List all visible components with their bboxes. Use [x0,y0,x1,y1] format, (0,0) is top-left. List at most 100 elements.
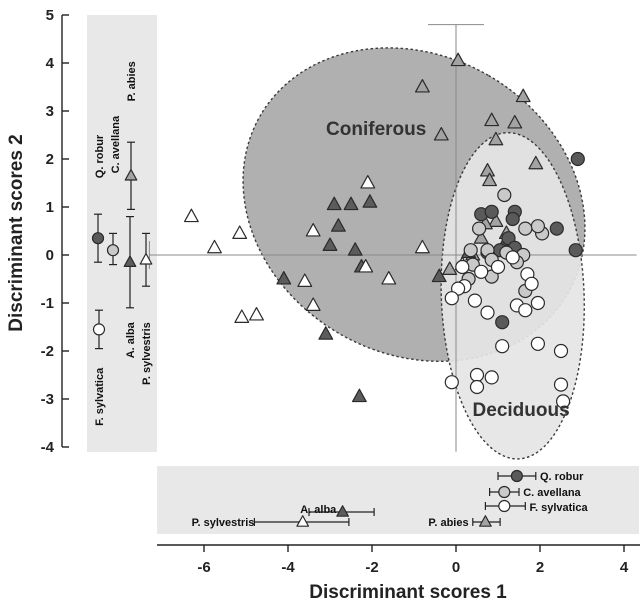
f-sylvatica-x-mean [498,499,511,513]
a-alba-x-mean [336,505,349,517]
q-robur-point [549,221,564,236]
a-alba-point [362,194,378,208]
f-sylvatica-point [480,305,495,320]
p-abies-point [488,131,504,146]
p-abies-x-mean [479,515,492,527]
f-sylvatica-point [484,370,499,385]
f-sylvatica-point [444,291,459,306]
c-avellana-point [463,243,478,258]
x-axis: -6 -4 -2 0 2 4 [157,544,640,576]
p-abies-point [433,126,449,141]
a-alba-point [351,388,367,403]
coniferous-label: Coniferous [326,119,426,140]
y-tick-label: -2 [41,343,54,360]
x-tick-label: -2 [365,559,378,576]
a-alba-y-label: A. alba [125,321,137,358]
p-sylvestris-x-mean [296,515,310,527]
p-abies-point [482,172,498,187]
p-abies-point [442,261,458,275]
a-alba-point [343,196,359,211]
x-side-panel-background [157,466,639,534]
group-labels: Coniferous Deciduous [326,119,570,421]
p-sylvestris-x-label: P. sylvestris [192,517,255,529]
a-alba-point [318,326,334,340]
y-tick-label: 2 [46,151,54,168]
f-sylvatica-point [505,250,520,265]
p-abies-y-label: P. abies [126,61,138,101]
y-tick-label: -3 [41,391,54,408]
f-sylvatica-point [467,293,482,308]
p-sylvestris-point [381,270,397,285]
f-sylvatica-point [530,295,546,311]
f-sylvatica-y-label: F. sylvatica [94,367,106,426]
p-sylvestris-point [358,258,374,273]
y-tick-label: 0 [46,247,54,264]
c-avellana-x-label: C. avellana [523,487,581,499]
p-abies-point [484,112,500,127]
q-robur-point [570,151,585,167]
c-avellana-x-mean [498,485,511,499]
p-sylvestris-point [234,309,250,323]
p-abies-point [488,213,504,227]
x-tick-label: 4 [620,559,629,576]
y-axis: -4 -3 -2 -1 0 1 2 3 4 5 [41,7,69,456]
f-sylvatica-point [490,259,506,275]
a-alba-point [330,218,346,232]
f-sylvatica-point [455,259,470,275]
scatter-points [183,52,585,409]
p-abies-point [414,78,430,93]
q-robur-point [505,211,520,227]
f-sylvatica-point [524,276,539,291]
p-sylvestris-point [360,174,376,189]
p-abies-y-mean [124,168,138,181]
f-sylvatica-point [474,264,489,279]
a-alba-point [276,270,292,285]
f-sylvatica-point [530,336,546,351]
p-abies-x-label: P. abies [428,517,468,529]
f-sylvatica-point [444,375,459,390]
c-avellana-y-label: C. avellana [110,115,122,173]
f-sylvatica-point [553,343,569,359]
group-ellipses [242,47,586,460]
f-sylvatica-point [469,367,485,383]
f-sylvatica-point [495,339,510,354]
a-alba-point [431,268,447,283]
a-alba-point [322,237,338,251]
a-alba-x-label: A. alba [300,504,337,516]
p-abies-point [507,114,523,129]
p-sylvestris-point [183,208,199,223]
p-sylvestris-y-mean [139,252,153,265]
f-sylvatica-point [469,379,485,395]
q-robur-point [484,204,499,219]
f-sylvatica-point [518,303,533,318]
p-sylvestris-point [207,239,222,254]
y-tick-label: -4 [41,439,55,456]
a-alba-point [347,242,363,256]
y-tick-label: 3 [46,103,54,120]
p-abies-point [528,155,544,170]
p-sylvestris-point [297,273,313,287]
q-robur-y-mean [91,232,105,245]
deciduous-label: Deciduous [473,400,570,421]
a-alba-point [326,196,342,211]
p-abies-point [450,52,466,67]
y-side-panel: Q. robur C. avellana P. abies F. sylvatica A… [91,61,153,426]
c-avellana-point [518,221,533,236]
f-sylvatica-point [555,394,571,409]
p-abies-point [473,230,489,244]
c-avellana-point [497,187,512,203]
q-robur-y-label: Q. robur [94,134,106,178]
p-sylvestris-point [305,297,321,311]
y-tick-label: 1 [46,199,54,216]
y-axis-title: Discriminant scores 2 [6,134,27,331]
q-robur-point [568,243,583,258]
y-tick-label: 5 [46,7,54,24]
y-tick-label: 4 [46,55,55,72]
p-abies-point [515,88,531,103]
q-robur-point [495,315,510,330]
f-sylvatica-point [553,377,569,392]
x-axis-title: Discriminant scores 1 [309,582,507,603]
p-sylvestris-point [414,239,430,254]
x-tick-label: 2 [536,559,544,576]
q-robur-x-label: Q. robur [540,471,584,483]
